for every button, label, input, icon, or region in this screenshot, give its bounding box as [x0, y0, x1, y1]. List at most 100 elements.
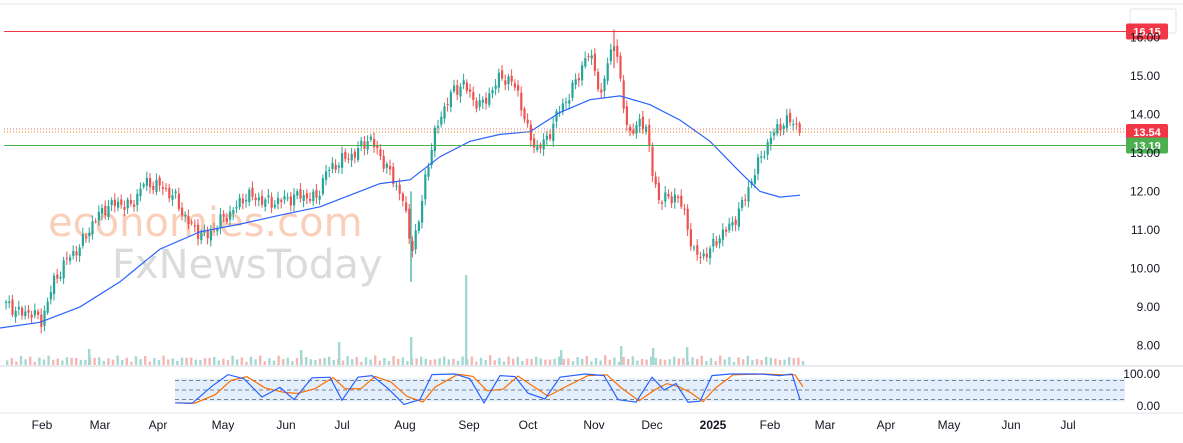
candle-body: [769, 137, 772, 145]
candle-body: [718, 238, 721, 244]
volume-bar: [493, 360, 496, 365]
watermark: economies.com FxNewsToday: [48, 200, 382, 288]
time-tick-label: Oct: [519, 418, 538, 432]
candle-body: [257, 197, 260, 201]
volume-bar: [263, 361, 266, 365]
candle-body: [702, 253, 705, 257]
volume-bar: [521, 360, 524, 365]
volume-bar: [677, 358, 680, 365]
candle-body: [670, 196, 673, 204]
price-tick-label: 14.00: [1130, 107, 1160, 121]
candle-body: [30, 314, 33, 318]
price-tick-label: 8.00: [1137, 338, 1161, 352]
candle-body: [280, 199, 283, 202]
candle-body: [110, 200, 113, 206]
candle-body: [385, 164, 388, 168]
candle-body: [65, 258, 68, 260]
candle-body: [395, 185, 398, 187]
volume-bar: [208, 357, 211, 365]
price-axis[interactable]: 8.00 9.00 10.00 11.00 12.00 13.00 14.00 15.00 16…: [1130, 30, 1160, 352]
candle-body: [94, 221, 97, 223]
volume-bar: [620, 346, 623, 365]
candle-body: [161, 187, 164, 189]
candle-body: [789, 113, 792, 123]
time-axis[interactable]: Feb Mar Apr May Jun Jul Aug Sep Oct Nov Dec 2025 Feb…: [32, 418, 1076, 432]
candle-body: [289, 196, 292, 206]
candle-body: [616, 45, 619, 57]
candle-body: [773, 132, 776, 136]
candle-body: [446, 104, 449, 106]
volume-bar: [245, 361, 248, 365]
candle-body: [481, 99, 484, 103]
candle-body: [133, 204, 136, 207]
volume-bar: [801, 361, 805, 365]
candle-body: [267, 195, 270, 198]
candle-body: [78, 247, 81, 256]
candle-body: [568, 100, 571, 104]
candle-body: [494, 85, 497, 89]
candle-body: [398, 184, 401, 194]
candle-body: [62, 260, 65, 279]
volume-bar: [383, 358, 386, 365]
price-tick-label: 12.00: [1130, 184, 1160, 198]
price-tick-label: 10.00: [1130, 261, 1160, 275]
candle-body: [344, 151, 347, 159]
volume-bar: [659, 359, 662, 365]
candle-body: [216, 228, 219, 232]
candle-body: [744, 199, 747, 201]
volume-bar: [728, 357, 731, 365]
candlestick-series: [5, 29, 801, 334]
volume-bar: [236, 359, 239, 365]
volume-bar: [406, 361, 409, 365]
volume-bar: [88, 349, 91, 365]
volume-bar: [29, 356, 32, 365]
volume-bar: [277, 355, 280, 365]
stochastic-d-line: [177, 373, 804, 404]
candle-body: [763, 156, 766, 158]
volume-bar: [93, 357, 96, 365]
candle-body: [21, 307, 24, 316]
candle-body: [411, 240, 414, 251]
volume-bar: [291, 361, 294, 365]
candle-body: [203, 231, 206, 233]
volume-bar: [167, 359, 170, 365]
candle-body: [657, 182, 660, 201]
candle-body: [318, 195, 321, 200]
candle-body: [545, 135, 548, 140]
candle-body: [414, 230, 417, 250]
candle-body: [222, 213, 225, 217]
volume-bar: [24, 359, 27, 365]
price-badge: [1126, 23, 1168, 40]
candle-body: [785, 115, 788, 128]
volume-bar: [663, 359, 667, 365]
candle-body: [241, 198, 244, 204]
candle-body: [721, 229, 724, 240]
price-badge-label: 16.15: [1133, 27, 1161, 39]
volume-bar: [355, 357, 358, 365]
candle-body: [305, 193, 308, 199]
candle-body: [190, 222, 193, 224]
volume-bar: [714, 361, 717, 365]
time-tick-label: Dec: [641, 418, 662, 432]
volume-bar: [116, 355, 119, 365]
volume-bar: [42, 359, 46, 365]
volume-bar: [567, 358, 570, 365]
volume-bar: [61, 360, 64, 365]
candle-body: [209, 230, 212, 241]
candle-body: [174, 191, 177, 194]
candle-body: [792, 124, 795, 126]
candle-body: [40, 314, 43, 327]
volume-bar: [84, 359, 87, 365]
volume-bar: [622, 356, 625, 365]
candle-body: [741, 200, 744, 208]
candle-body: [312, 191, 315, 202]
volume-bar: [351, 359, 354, 365]
candle-body: [491, 90, 494, 94]
time-tick-label: Mar: [90, 418, 111, 432]
volume-bar: [240, 357, 243, 365]
candle-body: [798, 123, 801, 133]
volume-bar: [157, 360, 161, 365]
volume-bar: [268, 358, 271, 365]
candle-body: [353, 151, 356, 158]
